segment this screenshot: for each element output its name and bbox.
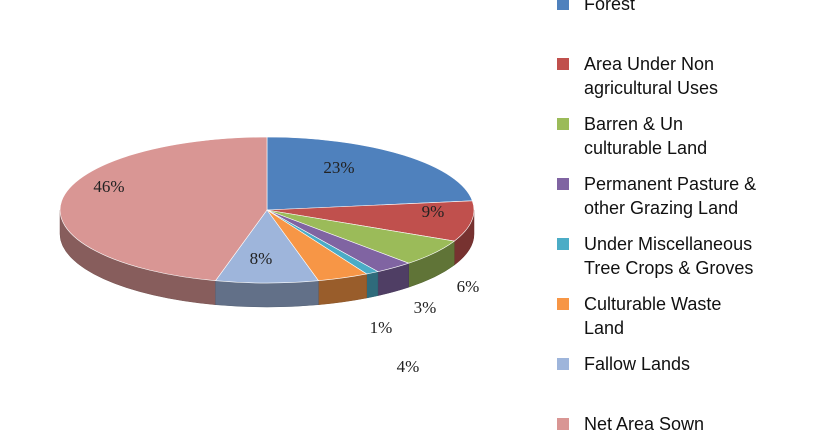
legend-item-forest: Forest xyxy=(557,0,832,16)
legend-label-line: Under Miscellaneous xyxy=(584,234,753,254)
legend-item-under-miscellaneous-tree-crops-and-groves: Under Miscellaneous Tree Crops & Groves xyxy=(557,232,832,280)
legend-item-barren-and-un-culturable-land: Barren & Un culturable Land xyxy=(557,112,832,160)
legend-label-line: Barren & Un xyxy=(584,114,684,134)
legend-item-permanent-pasture-and-other-grazing-land: Permanent Pasture & other Grazing Land xyxy=(557,172,832,220)
legend-label-line: Land xyxy=(584,318,625,338)
slice-area-under-non-agricultural-uses xyxy=(266,200,475,242)
legend-label: Permanent Pasture & other Grazing Land xyxy=(584,172,756,220)
legend-swatch xyxy=(557,238,569,250)
legend-label-line: Net Area Sown xyxy=(584,414,705,434)
pie-plot: 23% 9% 6% 3% 1% 4% 8% 46% xyxy=(59,136,480,376)
legend-label-line: Fallow Lands xyxy=(584,354,691,374)
data-label-barren-and-un-culturable-land: 6% xyxy=(457,277,480,296)
legend-swatch xyxy=(557,418,569,430)
legend-label-line: Permanent Pasture & xyxy=(584,174,757,194)
data-label-area-under-non-agricultural-uses: 9% xyxy=(422,202,445,221)
legend-label: Fallow Lands xyxy=(584,352,690,376)
legend-label-line: Tree Crops & Groves xyxy=(584,258,754,278)
legend-swatch xyxy=(557,0,569,10)
legend-label: Under Miscellaneous Tree Crops & Groves xyxy=(584,232,753,280)
legend-label-line: Culturable Waste xyxy=(584,294,722,314)
legend-item-net-area-sown: Net Area Sown xyxy=(557,412,832,436)
data-label-fallow-lands: 8% xyxy=(250,249,273,268)
legend-label: Culturable Waste Land xyxy=(584,292,721,340)
data-label-under-miscellaneous-tree-crops-and-groves: 1% xyxy=(370,318,393,337)
data-label-permanent-pasture-and-other-grazing-land: 3% xyxy=(414,298,437,317)
legend-label: Area Under Non agricultural Uses xyxy=(584,52,718,100)
legend-label-line: agricultural Uses xyxy=(584,78,719,98)
legend-label-line: other Grazing Land xyxy=(584,198,739,218)
legend-label-line: Area Under Non xyxy=(584,54,715,74)
data-label-forest: 23% xyxy=(323,158,354,177)
legend-swatch xyxy=(557,358,569,370)
legend-item-fallow-lands: Fallow Lands xyxy=(557,352,832,376)
legend-label: Forest xyxy=(584,0,635,16)
legend-item-culturable-waste-land: Culturable Waste Land xyxy=(557,292,832,340)
slice-side-under-miscellaneous-tree-crops-and-groves xyxy=(366,271,379,299)
data-label-net-area-sown: 46% xyxy=(93,177,124,196)
data-label-culturable-waste-land: 4% xyxy=(397,357,420,376)
slice-net-area-sown xyxy=(59,136,268,282)
legend-label: Barren & Un culturable Land xyxy=(584,112,707,160)
legend-item-area-under-non-agricultural-uses: Area Under Non agricultural Uses xyxy=(557,52,832,100)
slice-side-fallow-lands xyxy=(215,280,319,308)
slice-forest xyxy=(266,136,473,211)
legend-label-line: culturable Land xyxy=(584,138,708,158)
legend-label: Net Area Sown xyxy=(584,412,704,436)
legend-swatch xyxy=(557,118,569,130)
legend-label-line: Forest xyxy=(584,0,636,14)
legend-swatch xyxy=(557,178,569,190)
legend-swatch xyxy=(557,58,569,70)
legend-swatch xyxy=(557,298,569,310)
slice-fallow-lands xyxy=(214,209,320,284)
